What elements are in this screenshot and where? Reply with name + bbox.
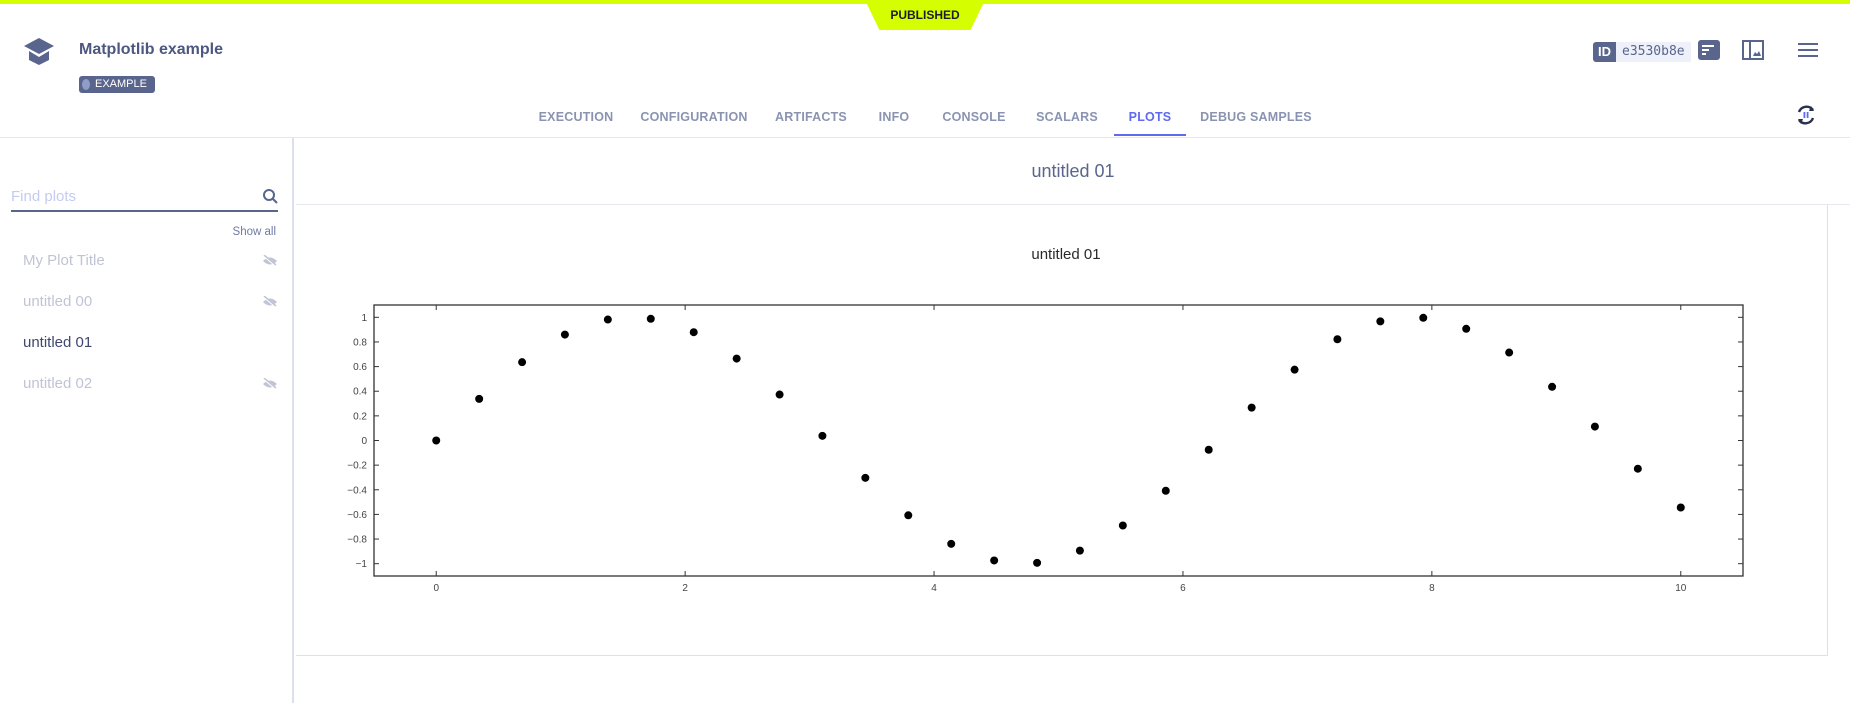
data-point — [518, 358, 527, 367]
plot-item-active[interactable]: untitled 01 — [23, 334, 278, 351]
data-point — [861, 473, 870, 482]
eye-off-icon[interactable] — [262, 254, 278, 267]
find-plots-input[interactable] — [11, 187, 262, 205]
plot-item-label: untitled 00 — [23, 293, 93, 310]
data-point — [990, 556, 999, 565]
y-tick-label: −0.2 — [347, 461, 367, 472]
plot-frame — [373, 304, 1744, 577]
y-tick-label: 1 — [361, 313, 367, 324]
data-point — [1505, 348, 1514, 357]
plots-sidebar: Show all My Plot Title untitled 00 untit… — [0, 138, 294, 703]
data-point — [1204, 445, 1213, 454]
y-tick-label: 0.2 — [353, 411, 367, 422]
plot-item-label: untitled 01 — [23, 334, 93, 351]
header-divider — [0, 137, 1850, 138]
tab-console[interactable]: CONSOLE — [942, 110, 1006, 124]
data-point — [1033, 558, 1042, 567]
x-tick-label: 2 — [682, 583, 688, 594]
search-icon[interactable] — [262, 188, 278, 204]
plot-item[interactable]: untitled 00 — [23, 293, 278, 310]
tab-configuration[interactable]: CONFIGURATION — [640, 110, 748, 124]
data-point — [818, 431, 827, 440]
id-badge[interactable]: ID e3530b8e — [1593, 42, 1691, 62]
data-point — [1548, 382, 1557, 391]
data-point — [732, 354, 741, 363]
data-point — [560, 330, 569, 339]
tag-example[interactable]: EXAMPLE — [79, 76, 155, 93]
active-tab-indicator — [1114, 134, 1186, 136]
data-point — [646, 314, 655, 323]
data-point — [1333, 335, 1342, 344]
data-point — [1590, 422, 1599, 431]
data-point — [775, 390, 784, 399]
tab-artifacts[interactable]: ARTIFACTS — [775, 110, 847, 124]
details-panel-icon[interactable] — [1698, 40, 1720, 60]
y-tick-label: 0.6 — [353, 362, 367, 373]
x-tick-label: 0 — [433, 583, 439, 594]
tab-scalars[interactable]: SCALARS — [1036, 110, 1098, 124]
id-label: ID — [1593, 42, 1616, 62]
plot-item[interactable]: My Plot Title — [23, 252, 278, 269]
y-tick-label: 0.4 — [353, 387, 367, 398]
x-tick-label: 10 — [1675, 583, 1687, 594]
menu-icon[interactable] — [1798, 42, 1818, 58]
tab-execution[interactable]: EXECUTION — [538, 110, 614, 124]
eye-off-icon[interactable] — [262, 295, 278, 308]
plot-card — [296, 205, 1828, 656]
data-point — [1118, 521, 1127, 530]
plot-item[interactable]: untitled 02 — [23, 375, 278, 392]
layout-panel-icon[interactable] — [1742, 40, 1764, 60]
graduation-cap-icon — [24, 38, 54, 65]
data-point — [1462, 324, 1471, 333]
data-point — [1376, 317, 1385, 326]
tab-info[interactable]: INFO — [878, 110, 910, 124]
data-point — [904, 511, 913, 520]
y-tick-label: −0.6 — [347, 510, 367, 521]
plot-item-label: My Plot Title — [23, 252, 105, 269]
chart-title: untitled 01 — [1031, 246, 1100, 263]
data-point — [1676, 503, 1685, 512]
data-point — [603, 315, 612, 324]
data-point — [475, 394, 484, 403]
data-point — [1290, 365, 1299, 374]
plot-item-label: untitled 02 — [23, 375, 93, 392]
plot-section-title: untitled 01 — [296, 138, 1850, 205]
y-tick-label: −1 — [356, 559, 368, 570]
published-badge: PUBLISHED — [865, 0, 985, 30]
auto-refresh-pause-icon[interactable] — [1795, 104, 1817, 126]
y-tick-label: −0.4 — [347, 485, 367, 496]
id-value: e3530b8e — [1616, 42, 1691, 62]
x-tick-label: 4 — [931, 583, 937, 594]
data-point — [432, 436, 441, 445]
x-tick-label: 6 — [1180, 583, 1186, 594]
y-tick-label: 0.8 — [353, 337, 367, 348]
y-tick-label: −0.8 — [347, 535, 367, 546]
data-point — [1419, 313, 1428, 322]
find-plots-search — [11, 182, 278, 212]
y-tick-label: 0 — [361, 436, 367, 447]
data-point — [1075, 546, 1084, 555]
data-point — [1633, 464, 1642, 473]
eye-off-icon[interactable] — [262, 377, 278, 390]
data-point — [947, 539, 956, 548]
tab-debug-samples[interactable]: DEBUG SAMPLES — [1200, 110, 1312, 124]
data-point — [689, 328, 698, 337]
x-tick-label: 8 — [1429, 583, 1435, 594]
show-all-link[interactable]: Show all — [232, 226, 276, 238]
tab-plots[interactable]: PLOTS — [1128, 110, 1172, 124]
experiment-title: Matplotlib example — [79, 41, 224, 58]
data-point — [1247, 403, 1256, 412]
data-point — [1161, 486, 1170, 495]
